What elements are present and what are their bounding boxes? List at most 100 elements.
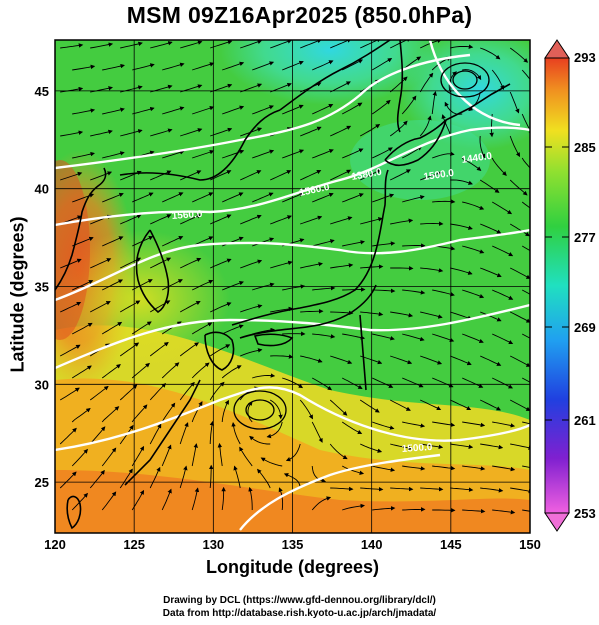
coastline-manchuria: [119, 109, 281, 181]
streamline-arrow: [240, 170, 262, 181]
streamline-arrow: [330, 263, 354, 269]
streamline-arrow: [102, 63, 125, 71]
streamline-arrow: [480, 267, 502, 278]
streamline-arrow: [162, 150, 185, 159]
y-tick-label: 40: [35, 182, 49, 197]
streamline-arrow: [480, 399, 501, 411]
streamline-arrow: [462, 201, 485, 210]
streamline-arrow: [390, 266, 414, 271]
streamline-arrow: [312, 285, 336, 291]
streamline-arrow: [462, 421, 486, 428]
streamline-arrow: [342, 333, 366, 340]
streamline-arrow: [101, 447, 117, 467]
streamline-arrow: [119, 468, 133, 489]
coastline-kuril: [445, 83, 511, 121]
streamline-arrow: [480, 223, 502, 234]
streamline-arrow: [210, 170, 232, 181]
contour-label: 1440.0: [461, 151, 493, 166]
streamline-arrow: [132, 106, 155, 115]
streamline-arrow: [282, 377, 304, 389]
y-tick-label: 45: [35, 84, 49, 99]
streamline-arrow: [149, 466, 161, 489]
streamline-arrow: [150, 214, 172, 225]
streamline-arrow: [509, 179, 528, 196]
contour-label: 1380.0: [351, 167, 383, 183]
streamline-arrow: [450, 355, 472, 366]
streamline-arrow: [330, 81, 351, 93]
x-tick-label: 140: [361, 537, 383, 552]
streamline-arrow: [180, 84, 203, 93]
streamline-arrow: [270, 82, 292, 93]
streamline-arrow: [420, 311, 443, 319]
streamline-arrow: [492, 289, 514, 300]
cyclone-center-icon: [233, 62, 490, 430]
streamline-arrow: [372, 377, 394, 388]
streamline-arrow: [90, 42, 114, 49]
streamline-arrow: [222, 324, 244, 335]
streamline-arrow: [192, 192, 214, 203]
colorbar-over-triangle: [544, 39, 570, 59]
streamline-arrow: [179, 422, 189, 445]
streamline-arrow: [191, 443, 198, 467]
streamline-arrow: [492, 245, 514, 257]
streamline-arrow: [210, 127, 233, 137]
streamline-arrow: [221, 486, 226, 511]
streamline-arrow: [282, 149, 305, 159]
streamline-arrow: [420, 267, 444, 273]
footer-credit-dcl: Drawing by DCL (https://www.gfd-dennou.o…: [163, 595, 436, 606]
wind-streamlines: [59, 40, 530, 515]
streamline-arrow: [330, 125, 352, 137]
streamline-arrow: [72, 151, 95, 159]
streamline-arrow: [341, 377, 363, 390]
streamline-arrow: [132, 63, 155, 71]
streamline-arrow: [192, 62, 215, 71]
coastline-honshu-south: [239, 284, 377, 339]
streamline-arrow: [480, 47, 501, 60]
streamline-arrow: [72, 236, 94, 247]
streamline-arrow: [240, 304, 263, 313]
streamline-arrow: [509, 267, 530, 279]
streamline-arrow: [311, 465, 327, 483]
streamline-arrow: [210, 258, 232, 269]
streamline-arrow: [479, 135, 486, 159]
streamline-arrow: [342, 193, 364, 203]
streamline-arrow: [89, 385, 109, 401]
streamline-arrow: [521, 157, 530, 169]
streamline-arrow: [72, 64, 96, 71]
plot-title: MSM 09Z16Apr2025 (850.0hPa): [126, 2, 473, 28]
streamline-arrow: [372, 193, 395, 203]
x-tick-label: 150: [519, 537, 541, 552]
contour-line: [55, 126, 530, 227]
streamline-arrow: [450, 487, 474, 492]
contour-labels: 1440.0 1380.0 1560.0 1500.0 1560.0 1500.…: [171, 151, 493, 455]
coastline-honshu: [231, 169, 389, 326]
streamline-arrow: [432, 289, 455, 297]
streamline-arrow: [341, 102, 363, 115]
streamline-arrow: [509, 135, 521, 158]
streamline-arrow: [299, 399, 313, 420]
streamline-arrow: [209, 344, 231, 357]
streamline-arrow: [72, 280, 94, 291]
streamline-arrow: [131, 404, 148, 423]
streamline-arrow: [89, 426, 106, 445]
streamline-arrow: [209, 420, 215, 445]
streamline-arrow: [282, 284, 306, 291]
streamline-arrow: [509, 223, 530, 237]
streamline-arrow: [101, 321, 123, 335]
streamline-arrow: [282, 104, 304, 115]
streamline-arrow: [161, 444, 172, 467]
streamline-arrow: [89, 469, 105, 489]
streamline-arrow: [59, 387, 80, 401]
streamline-arrow: [372, 333, 395, 341]
streamline-arrow: [191, 401, 203, 423]
colorbar-label: 285: [574, 140, 596, 155]
contour-line: [55, 53, 471, 170]
colorbar-ramp: [544, 57, 570, 514]
streamline-arrow: [208, 464, 214, 489]
streamline-arrow: [341, 465, 365, 476]
streamline-arrow: [462, 333, 484, 344]
streamline-arrow: [270, 40, 293, 49]
streamline-arrow: [222, 61, 245, 71]
coastline-sakhalin: [396, 40, 404, 133]
streamline-arrow: [402, 465, 426, 471]
